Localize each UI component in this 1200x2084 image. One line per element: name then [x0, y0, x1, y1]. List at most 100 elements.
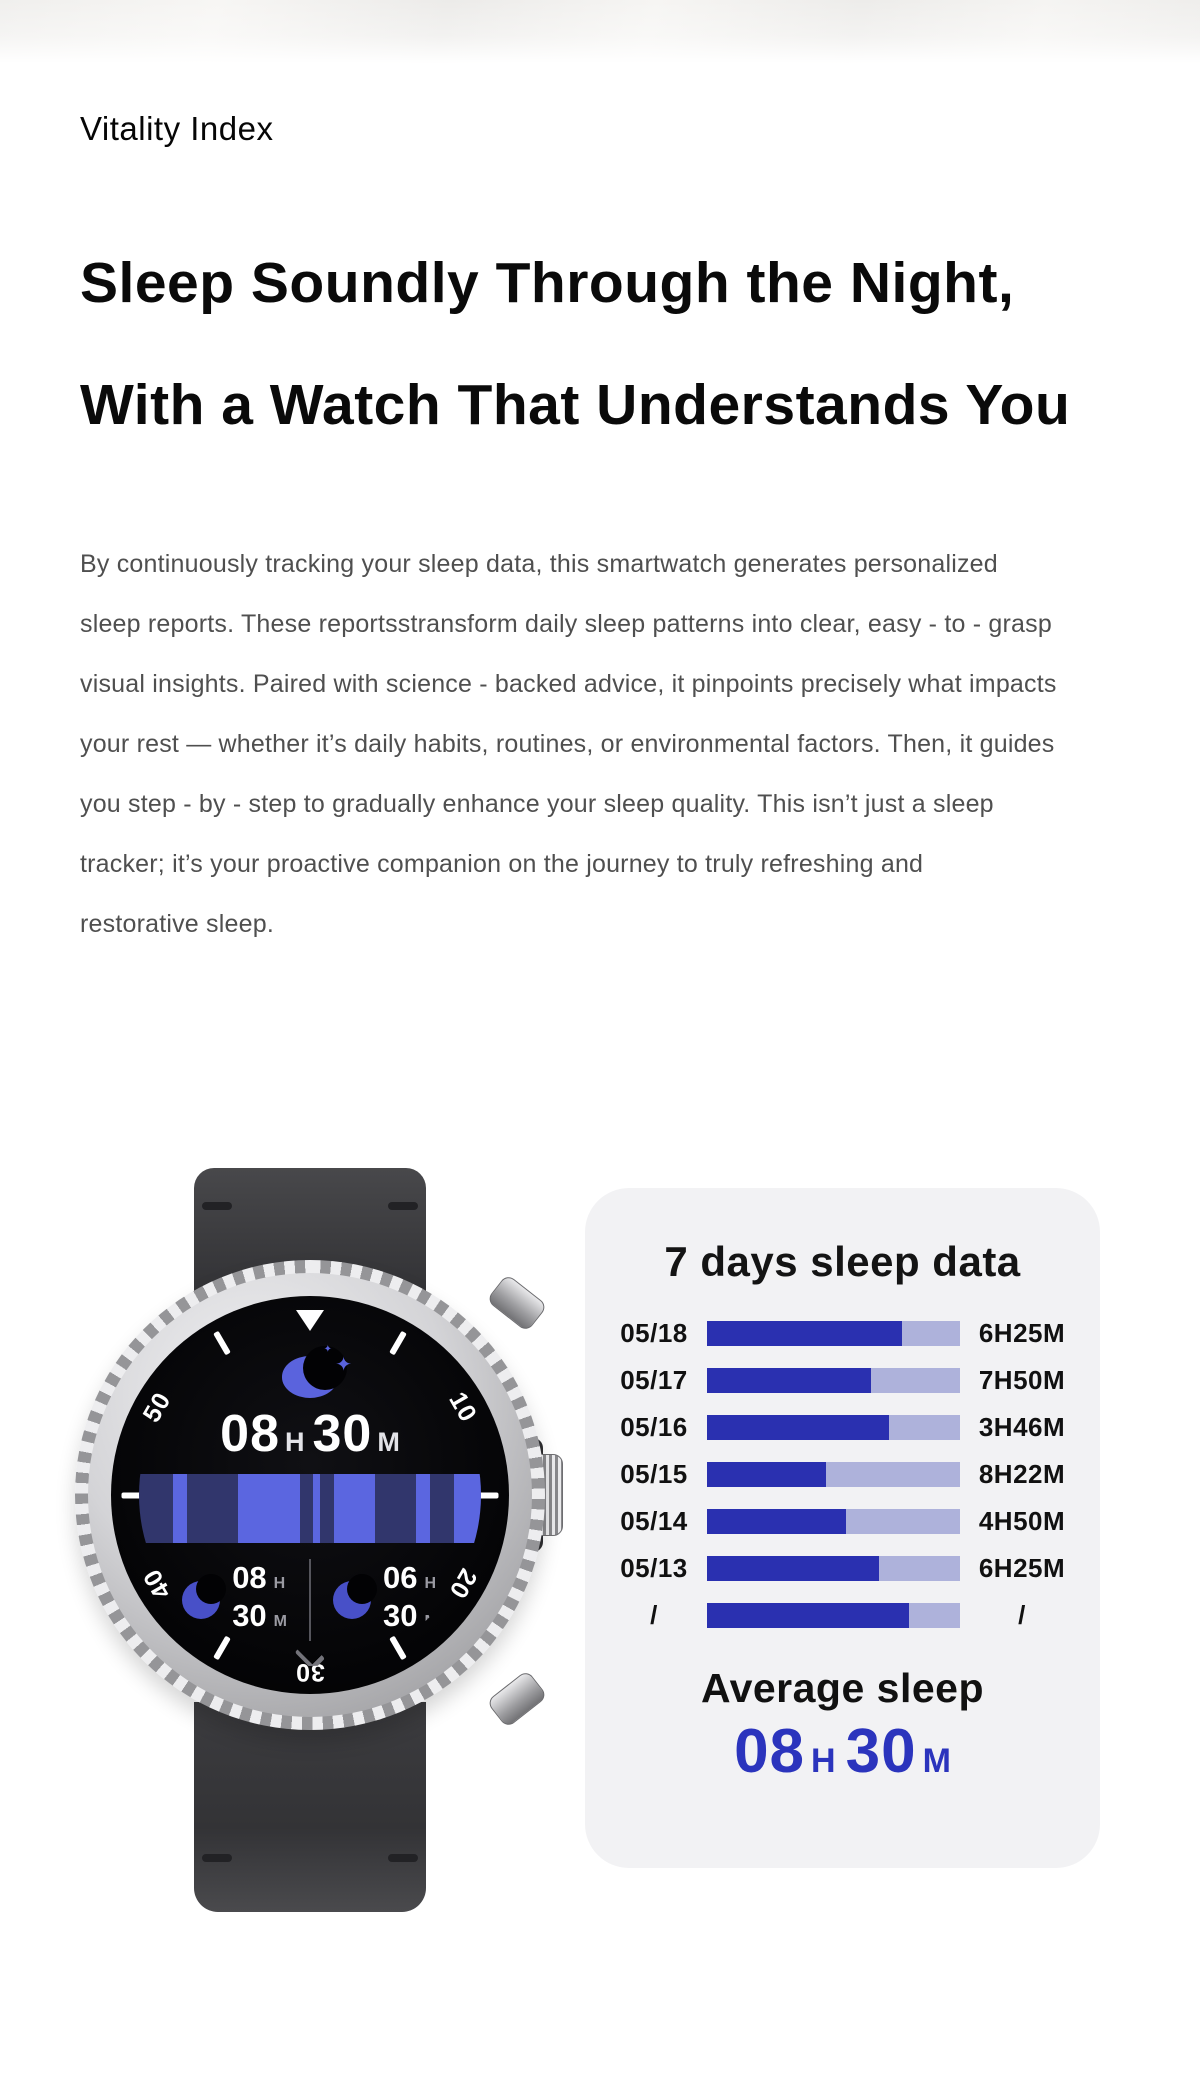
paragraph-line: By continuously tracking your sleep data… [80, 550, 998, 578]
sleep-data-row: 05/16 3H46M [611, 1404, 1074, 1451]
row-bar-track [707, 1462, 960, 1487]
stage-duration: 08 H 30 M [232, 1560, 287, 1634]
sleep-minutes: 30 [312, 1404, 373, 1463]
paragraph-line: sleep reports. These reportsstransform d… [80, 610, 1052, 638]
row-bar-fill [707, 1462, 826, 1487]
paragraph-line: tracker; it’s your proactive companion o… [80, 850, 924, 878]
hypnogram-segment-dark [139, 1473, 174, 1544]
row-bar-fill [707, 1368, 872, 1393]
sleep-stage-group: 06 H 30 M [333, 1562, 438, 1638]
row-date: 05/14 [620, 1506, 688, 1536]
hypnogram-segment-dark [374, 1473, 416, 1544]
paragraph-line: restorative sleep. [80, 910, 274, 938]
smartwatch-image: 10 20 30 40 50 ✦ ✦ 08 H 30 M 08 H [75, 1168, 563, 1918]
page-title-line2: With a Watch That Understands You [80, 373, 1071, 437]
watch-side-button-top [486, 1273, 548, 1333]
hypnogram-segment-light [173, 1473, 187, 1544]
row-bar-track [707, 1509, 960, 1534]
moon-cut [196, 1574, 227, 1605]
row-bar-track [707, 1368, 960, 1393]
sleep-data-row: 05/14 4H50M [611, 1498, 1074, 1545]
row-bar-fill [707, 1415, 890, 1440]
row-date: 05/15 [620, 1459, 688, 1489]
row-bar-fill [707, 1556, 880, 1581]
sleep-data-row: / / [611, 1592, 1074, 1639]
sleep-data-row: 05/17 7H50M [611, 1357, 1074, 1404]
row-date: 05/13 [620, 1553, 688, 1583]
average-sleep-value: 08 H 30 M [585, 1716, 1100, 1787]
hypnogram-segment-dark [186, 1473, 239, 1544]
row-bar-track [707, 1603, 960, 1628]
hypnogram-segment-light [313, 1473, 321, 1544]
description-paragraph: By continuously tracking your sleep data… [80, 534, 1190, 954]
hypnogram-segment-light [333, 1473, 375, 1544]
watch-dial: 10 20 30 40 50 ✦ ✦ 08 H 30 M 08 H [111, 1296, 509, 1694]
row-duration: 6H25M [978, 1553, 1066, 1583]
eyebrow-label: Vitality Index [80, 110, 274, 147]
row-bar-fill [707, 1321, 902, 1346]
watch-screen: ✦ ✦ 08 H 30 M 08 H 30 M 06 H 30 M [139, 1324, 481, 1666]
moon-cut [303, 1346, 347, 1390]
row-duration: 6H25M [978, 1318, 1066, 1348]
row-bar-fill [707, 1509, 847, 1534]
average-minutes-unit: M [922, 1742, 951, 1780]
moon-cut [347, 1574, 377, 1605]
row-duration: 3H46M [978, 1412, 1066, 1442]
hypnogram-segment-dark [299, 1473, 314, 1544]
row-duration: 4H50M [978, 1506, 1066, 1536]
card-title: 7 days sleep data [664, 1238, 1021, 1285]
paragraph-line: visual insights. Paired with science - b… [80, 670, 1057, 698]
row-bar-track [707, 1321, 960, 1346]
strap-notch [202, 1854, 232, 1862]
row-bar-track [707, 1415, 960, 1440]
sleep-data-row: 05/13 6H25M [611, 1545, 1074, 1592]
page-title-line1: Sleep Soundly Through the Night, [80, 251, 1015, 315]
watch-case: 10 20 30 40 50 ✦ ✦ 08 H 30 M 08 H [75, 1260, 545, 1730]
sleep-moon-icon: ✦ ✦ [282, 1344, 352, 1398]
row-bar-fill [707, 1603, 910, 1628]
sleep-data-row: 05/18 6H25M [611, 1310, 1074, 1357]
paragraph-line: you step - by - step to gradually enhanc… [80, 790, 994, 818]
row-duration: 8H22M [978, 1459, 1066, 1489]
sparkle-icon: ✦ [335, 1354, 352, 1376]
bezel-triangle-marker [296, 1310, 324, 1331]
average-hours: 08 [734, 1717, 806, 1786]
stage-duration: 06 H 30 M [383, 1560, 438, 1634]
row-bar-track [707, 1556, 960, 1581]
hours-unit: H [285, 1426, 305, 1457]
minutes-unit: M [377, 1426, 400, 1457]
moon-icon [333, 1574, 377, 1620]
row-date: / [650, 1600, 658, 1630]
strap-notch [388, 1202, 418, 1210]
hypnogram-segment-light [415, 1473, 430, 1544]
row-duration: 7H50M [978, 1365, 1066, 1395]
stats-divider [309, 1559, 311, 1642]
paragraph-line: your rest — whether it’s daily habits, r… [80, 730, 1055, 758]
sleep-data-row: 05/15 8H22M [611, 1451, 1074, 1498]
sleep-rows: 05/18 6H25M 05/17 7H50M 05/16 3H46M 05/15 8H22M… [611, 1310, 1074, 1639]
row-date: 05/17 [620, 1365, 688, 1395]
strap-notch [202, 1202, 232, 1210]
sleep-hours: 08 [220, 1404, 280, 1463]
average-hours-unit: H [811, 1742, 836, 1780]
row-date: 05/16 [620, 1412, 688, 1442]
sleep-hypnogram-strip [139, 1473, 481, 1544]
top-texture-band [0, 0, 1200, 66]
watch-side-button-bottom [486, 1669, 548, 1729]
average-sleep-label: Average sleep [700, 1665, 985, 1711]
chevron-down-icon [294, 1640, 326, 1666]
total-sleep-time: 08 H 30 M [220, 1404, 400, 1464]
sparkle-icon: ✦ [323, 1344, 332, 1355]
hypnogram-segment-light [238, 1473, 300, 1544]
hypnogram-segment-dark [320, 1473, 334, 1544]
row-duration: / [1018, 1600, 1026, 1630]
hypnogram-segment-dark [429, 1473, 454, 1544]
row-date: 05/18 [620, 1318, 688, 1348]
watch-strap-bottom [194, 1702, 426, 1912]
hypnogram-segment-light [453, 1473, 481, 1544]
sleep-stage-group: 08 H 30 M [182, 1562, 287, 1638]
sleep-data-card: 7 days sleep data 05/18 6H25M 05/17 7H50M 05… [585, 1188, 1100, 1868]
strap-notch [388, 1854, 418, 1862]
sleep-stage-stats: 08 H 30 M 06 H 30 M [182, 1559, 438, 1642]
